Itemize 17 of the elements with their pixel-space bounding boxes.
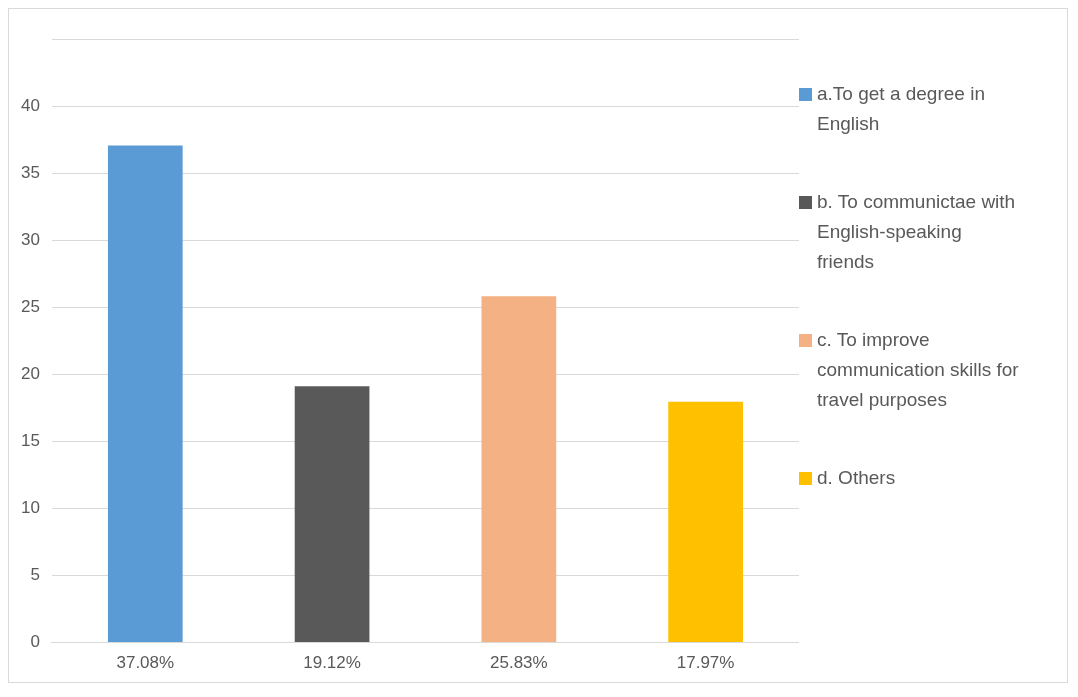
legend-label: d. Others: [817, 466, 897, 490]
y-tick-label: 35: [20, 162, 40, 182]
y-tick-label: 10: [20, 498, 40, 518]
y-tick-label: 25: [20, 297, 40, 317]
legend-label: a.To get a degree in English: [817, 82, 986, 136]
x-tick-label: 17.97%: [676, 653, 735, 673]
y-tick-label: 15: [20, 431, 40, 451]
x-tick-label: 19.12%: [303, 653, 361, 673]
y-tick-label: 0: [30, 632, 40, 652]
legend-label: b. To communictae with English-speaking friends: [817, 190, 1017, 274]
y-tick-label: 30: [20, 230, 40, 250]
x-tick-label: 25.83%: [490, 653, 548, 673]
x-tick-label: 37.08%: [116, 653, 175, 673]
legend-label: c. To improve communication skills for travel purposes: [817, 328, 1020, 412]
y-tick-label: 20: [20, 364, 40, 384]
y-tick-label: 5: [30, 565, 40, 585]
y-tick-label: 40: [20, 95, 40, 115]
